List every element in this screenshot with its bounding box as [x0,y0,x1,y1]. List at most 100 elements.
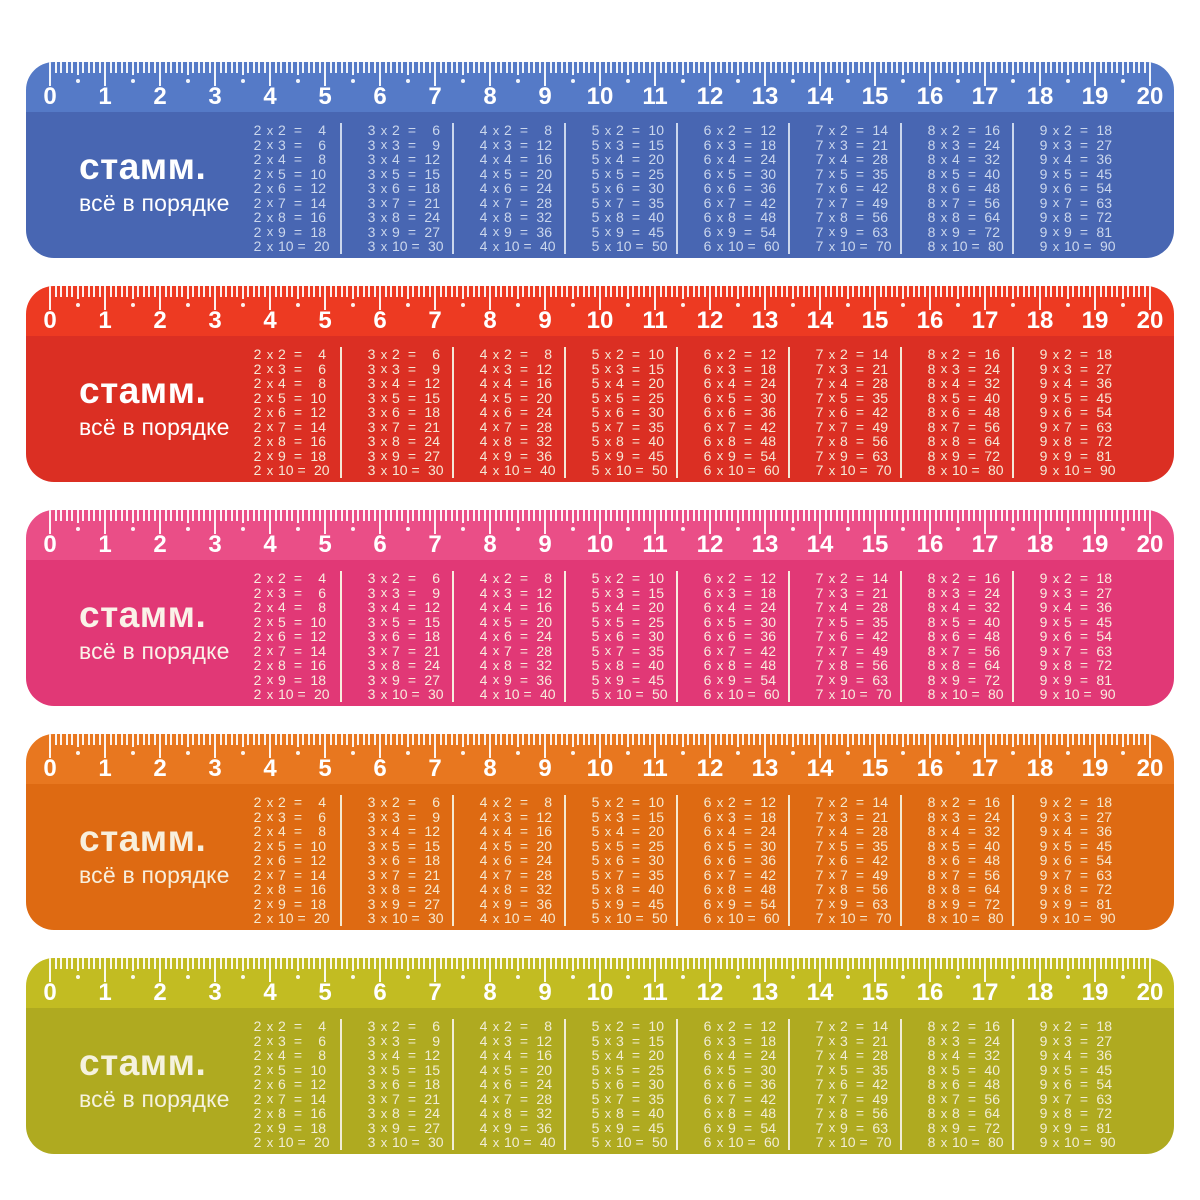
eq-b: 2 [1064,346,1072,363]
equation: 2 x 7 = 14 [253,1091,340,1107]
eq-a: 8 [927,852,936,869]
equation: 9 x 9 = 81 [1039,1120,1124,1136]
tick-mm [852,734,854,745]
scale-number: 0 [43,755,57,782]
eq-b: 4 [840,1047,848,1064]
eq-b: 5 [616,1061,624,1078]
tick-mm [989,510,992,521]
eq-a: 9 [1039,346,1048,363]
eq-b: 2 [952,346,960,363]
eq-b: 8 [504,433,512,450]
equation: 7 x 9 = 63 [815,224,900,240]
eq-s: = [293,151,303,168]
eq-a: 5 [591,1119,600,1136]
eq-a: 2 [253,180,262,197]
eq-a: 5 [591,823,600,840]
eq-r: 42 [872,180,888,197]
eq-b: 7 [616,418,624,435]
eq-x: x [1052,896,1060,912]
tick-half [516,286,519,299]
tick-mm [329,734,332,745]
equation: 2 x 2 = 4 [253,1018,340,1034]
tick-mm [907,734,909,745]
eq-a: 8 [927,794,936,811]
tick-mm [522,62,524,73]
eq-x: x [380,599,388,615]
tick-mm [494,958,497,969]
brand-logo-block: стамм. всё в порядке [79,372,230,441]
eq-x: x [940,686,948,702]
equation: 9 x 6 = 54 [1039,1076,1124,1092]
tick-mm [280,286,282,297]
eq-x: x [380,346,388,362]
equation: 6 x 10 = 60 [703,462,788,478]
equation: 3 x 5 = 15 [367,1062,452,1078]
eq-r: 21 [872,584,888,601]
eq-b: 2 [840,1018,848,1035]
tick-mm [192,286,194,297]
equation: 9 x 8 = 72 [1039,209,1124,226]
eq-b: 2 [840,570,848,587]
tick-half [736,958,739,971]
tick-mm [659,958,662,969]
tick-mm [445,510,447,521]
eq-x: x [940,643,948,659]
eq-x: x [828,1134,836,1150]
eq-r: 48 [760,657,776,674]
tick-cm [654,286,656,310]
eq-x: x [828,910,836,926]
equation: 5 x 8 = 40 [591,209,676,225]
eq-r: 25 [648,837,664,854]
eq-r: 20 [314,686,330,703]
equation: 9 x 7 = 63 [1039,195,1124,211]
tick-half [241,958,244,971]
eq-s: = [743,165,753,182]
eq-s: = [631,852,641,869]
scale-number: 1 [98,979,112,1006]
tick-mm [890,958,893,969]
eq-x: x [266,433,274,449]
eq-b: 8 [1064,209,1072,226]
equation: 4 x 9 = 36 [479,448,564,464]
tick-half [131,958,134,971]
scale-number: 8 [483,755,497,782]
tick-mm [115,510,117,521]
equation: 8 x 8 = 64 [927,433,1012,449]
eq-s: = [971,910,980,927]
tick-half [296,734,299,747]
tick-mm [604,510,607,521]
tick-mm [1105,62,1107,73]
eq-x: x [604,867,612,883]
eq-r: 27 [424,671,440,688]
tick-half [571,286,574,299]
eq-r: 24 [760,599,776,616]
eq-b: 4 [952,1047,960,1064]
tick-mm [742,958,744,969]
equation: 5 x 8 = 40 [591,881,676,897]
tick-half [296,62,299,75]
equation: 7 x 6 = 42 [815,628,900,644]
tick-mm [307,62,310,73]
equation: 4 x 6 = 24 [479,852,564,868]
eq-b: 6 [504,628,512,645]
table-column-4x: 4 x 2 = 8 4 x 3 = 12 4 x 4 = 16 4 x 5 = 20 4 x 6 = 24 4 x 7 = 28 4 x 8 = 3… [452,794,564,926]
eq-s: = [407,136,417,153]
eq-x: x [266,238,274,254]
eq-r: 35 [872,389,888,406]
eq-s: = [967,389,977,406]
eq-b: 4 [278,1047,286,1064]
eq-r: 21 [424,642,440,659]
eq-x: x [492,390,500,406]
equation: 4 x 9 = 36 [479,896,564,912]
eq-x: x [604,657,612,673]
eq-r: 12 [310,1076,326,1093]
equation: 6 x 4 = 24 [703,823,788,839]
tick-mm [428,958,431,969]
eq-s: = [1079,151,1089,168]
eq-x: x [604,599,612,615]
tick-mm [665,286,667,297]
tick-mm [637,958,640,969]
eq-b: 2 [278,570,286,587]
tick-cm [104,958,106,982]
eq-r: 12 [536,360,552,377]
